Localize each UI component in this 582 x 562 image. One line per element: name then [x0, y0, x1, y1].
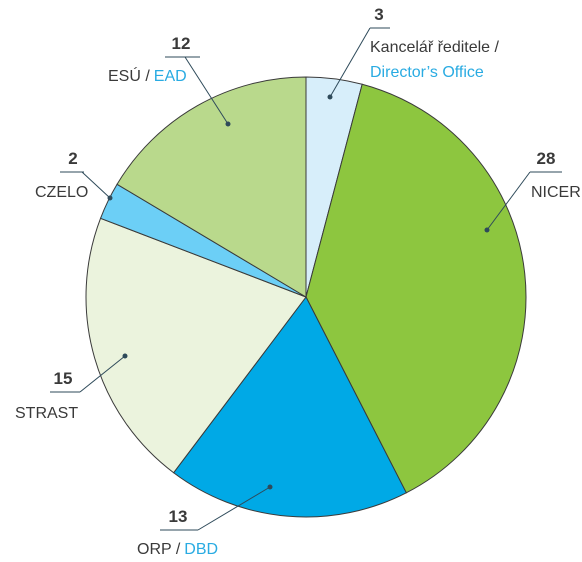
category-label-part: ORP / [137, 541, 181, 558]
leader-dot [107, 195, 113, 201]
category-label-part: EAD [154, 68, 187, 85]
category-label: ORP / DBD [137, 541, 218, 558]
leader-dot [484, 227, 490, 233]
pie-slice [305, 83, 527, 494]
value-label: 12 [172, 34, 191, 53]
category-label: Director’s Office [370, 64, 484, 81]
value-label: 28 [537, 149, 556, 168]
value-label: 3 [374, 5, 383, 24]
leader-line [184, 56, 229, 125]
leader-line [79, 355, 126, 393]
category-label: Kancelář ředitele / [370, 39, 500, 56]
leader-line [197, 486, 271, 531]
leader-dot [225, 121, 231, 127]
leader-dot [327, 94, 333, 100]
category-label-part: DBD [184, 541, 218, 558]
leader-line [486, 171, 531, 231]
category-label: STRAST [15, 405, 78, 422]
category-label: NICER [531, 184, 581, 201]
value-label: 13 [169, 507, 188, 526]
leader-dot [267, 484, 273, 490]
category-label-part: ESÚ / [108, 66, 150, 85]
leader-dot [122, 353, 128, 359]
pie-slice [116, 76, 307, 298]
value-label: 2 [68, 149, 77, 168]
pie-slice [85, 217, 307, 474]
leader-line [329, 27, 371, 98]
category-label: CZELO [35, 184, 88, 201]
value-label: 15 [54, 369, 73, 388]
pie-slice [172, 296, 407, 518]
category-label: ESÚ / EAD [108, 66, 187, 85]
